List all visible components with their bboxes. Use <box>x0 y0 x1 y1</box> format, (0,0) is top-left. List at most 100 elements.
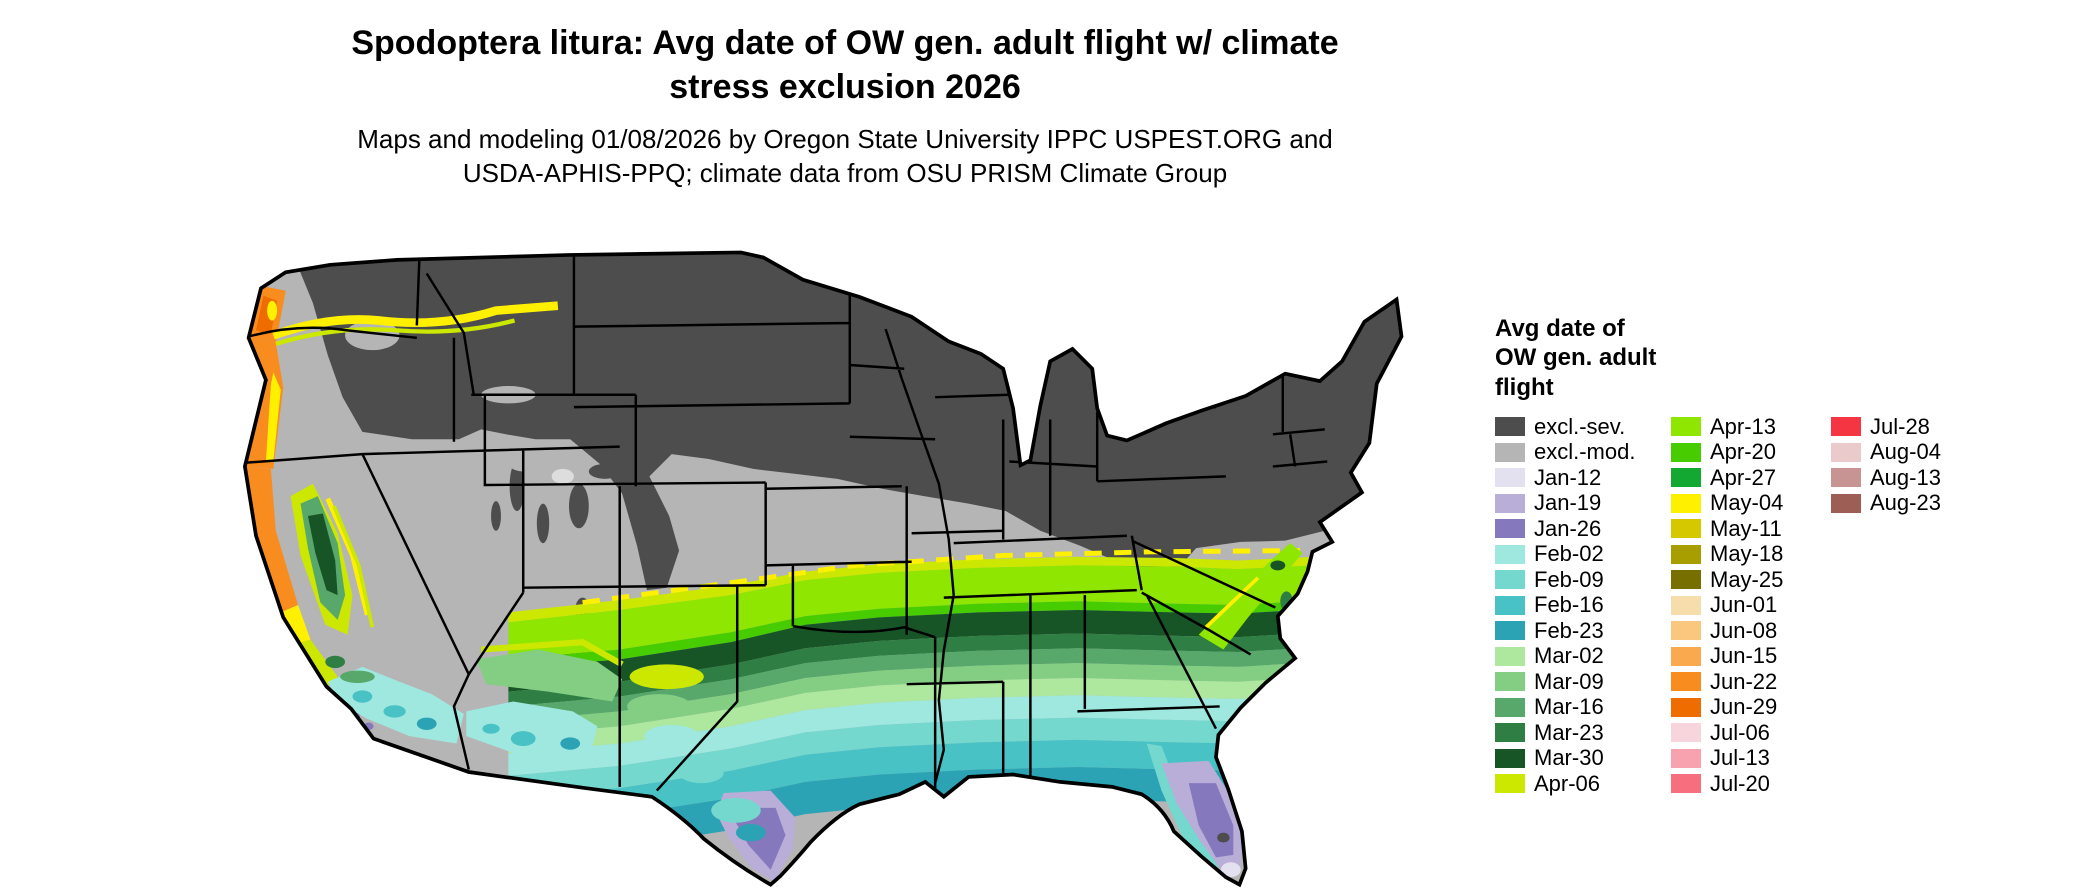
legend-title-line1: Avg date of <box>1495 315 1625 342</box>
map-band-feb02 <box>508 692 1340 776</box>
legend-entry: May-04 <box>1671 490 1831 516</box>
legend-swatch <box>1671 697 1701 717</box>
legend-swatch <box>1671 570 1701 590</box>
legend-label: Aug-23 <box>1870 490 1941 516</box>
legend-entry: Jan-26 <box>1495 516 1671 542</box>
legend-swatch <box>1495 646 1525 666</box>
map-title-line1: Spodoptera litura: Avg date of OW gen. a… <box>351 24 1339 62</box>
legend-label: Apr-06 <box>1534 770 1601 796</box>
legend-swatch <box>1671 748 1701 768</box>
legend-title-line2: OW gen. adult <box>1495 344 1657 372</box>
legend-entry: Feb-23 <box>1495 618 1671 644</box>
legend-label: Aug-04 <box>1870 439 1941 465</box>
legend-entry: Mar-23 <box>1495 720 1671 746</box>
legend-entry: excl.-mod. <box>1495 439 1671 465</box>
legend-entry: Jul-20 <box>1671 771 1831 797</box>
map-southwest-patches <box>466 638 766 842</box>
legend-label: May-18 <box>1710 541 1784 567</box>
map-subtitle-line1: Maps and modeling 01/08/2026 by Oregon S… <box>357 124 1333 154</box>
legend-swatch <box>1671 595 1701 615</box>
legend-label: May-25 <box>1710 566 1784 592</box>
legend-entry: Jun-22 <box>1671 669 1831 695</box>
legend-swatch <box>1495 544 1525 564</box>
legend-label: Jan-26 <box>1534 515 1602 541</box>
legend-column-1: excl.-sev. excl.-mod. Jan-12 Jan-19 Jan-26 Fe… <box>1495 414 1671 797</box>
legend-label: Feb-09 <box>1534 566 1604 592</box>
legend-swatch <box>1671 442 1701 462</box>
legend-label: Jul-28 <box>1870 413 1930 439</box>
legend-entry: Aug-13 <box>1831 465 1991 491</box>
map-band-apr06 <box>508 555 1340 623</box>
legend-label: Mar-09 <box>1534 668 1604 694</box>
legend-entry: May-25 <box>1671 567 1831 593</box>
legend-label: Aug-13 <box>1870 464 1941 490</box>
legend-swatch <box>1671 544 1701 564</box>
legend-label: Jul-20 <box>1710 770 1770 796</box>
legend-swatch <box>1495 672 1525 692</box>
legend-swatch <box>1671 646 1701 666</box>
state-borders-lines <box>244 256 1328 792</box>
legend-entry: excl.-sev. <box>1495 414 1671 440</box>
legend-entry: Apr-13 <box>1671 414 1831 440</box>
legend-column-3: Jul-28 Aug-04 Aug-13 Aug-23 <box>1831 414 1991 516</box>
legend-label: Mar-16 <box>1534 694 1604 720</box>
map-band-feb09 <box>508 715 1340 798</box>
legend-label: Mar-30 <box>1534 745 1604 771</box>
legend-swatch <box>1495 417 1525 437</box>
legend-entry: Aug-23 <box>1831 490 1991 516</box>
legend-entry: Feb-02 <box>1495 541 1671 567</box>
legend-title: Avg date of OW gen. adult flight <box>1495 314 2095 402</box>
legend-swatch <box>1671 417 1701 437</box>
map-phenology-bands <box>508 548 1340 858</box>
legend-swatch <box>1495 570 1525 590</box>
legend-label: Mar-02 <box>1534 643 1604 669</box>
legend-label: Apr-27 <box>1710 464 1777 490</box>
legend-entry: May-18 <box>1671 541 1831 567</box>
map-band-feb23 <box>508 764 1340 858</box>
legend-swatch <box>1495 493 1525 513</box>
map-subtitle: Maps and modeling 01/08/2026 by Oregon S… <box>0 122 1690 191</box>
legend-swatch <box>1495 774 1525 794</box>
legend-entry: Jun-08 <box>1671 618 1831 644</box>
us-map-canvas <box>243 250 1404 887</box>
legend-label: Jun-01 <box>1710 592 1778 618</box>
legend-title-line3: flight <box>1495 373 1554 401</box>
legend-entry: Mar-09 <box>1495 669 1671 695</box>
legend-entry: Feb-16 <box>1495 592 1671 618</box>
legend-swatch <box>1495 621 1525 641</box>
legend-label: Feb-16 <box>1534 592 1604 618</box>
legend-label: Apr-13 <box>1710 413 1777 439</box>
legend-swatch <box>1495 723 1525 743</box>
legend-swatch <box>1831 442 1861 462</box>
legend-label: May-04 <box>1710 490 1784 516</box>
legend-label: May-11 <box>1710 515 1782 541</box>
legend-label: Jun-15 <box>1710 643 1778 669</box>
map-west-coast-patches <box>244 285 559 744</box>
legend-swatch <box>1831 468 1861 488</box>
legend-entry: Mar-16 <box>1495 694 1671 720</box>
legend-entry: Jan-12 <box>1495 465 1671 491</box>
legend-entry: Jan-19 <box>1495 490 1671 516</box>
legend-label: Jun-22 <box>1710 668 1778 694</box>
map-band-mar30 <box>508 607 1340 692</box>
map-band-feb16 <box>508 737 1340 826</box>
legend-entry: Jul-28 <box>1831 414 1991 440</box>
legend-swatch <box>1671 519 1701 539</box>
legend-column-2: Apr-13 Apr-20 Apr-27 May-04 May-11 May-18 May-… <box>1671 414 1831 797</box>
legend-swatch <box>1831 417 1861 437</box>
legend-label: Jan-12 <box>1534 464 1602 490</box>
legend-swatch <box>1495 468 1525 488</box>
legend-swatch <box>1671 672 1701 692</box>
legend-swatch <box>1495 697 1525 717</box>
map-band-mar16 <box>508 645 1340 722</box>
us-phenology-map <box>208 224 1452 892</box>
legend-label: excl.-sev. <box>1534 413 1626 439</box>
legend-label: Jul-06 <box>1710 719 1770 745</box>
legend-label: Apr-20 <box>1710 439 1777 465</box>
legend-swatch <box>1495 519 1525 539</box>
legend-entry: Aug-04 <box>1831 439 1991 465</box>
legend-swatch <box>1495 748 1525 768</box>
legend-entry: Apr-20 <box>1671 439 1831 465</box>
map-title-line2: stress exclusion 2026 <box>669 67 1021 106</box>
legend-entry: Apr-27 <box>1671 465 1831 491</box>
